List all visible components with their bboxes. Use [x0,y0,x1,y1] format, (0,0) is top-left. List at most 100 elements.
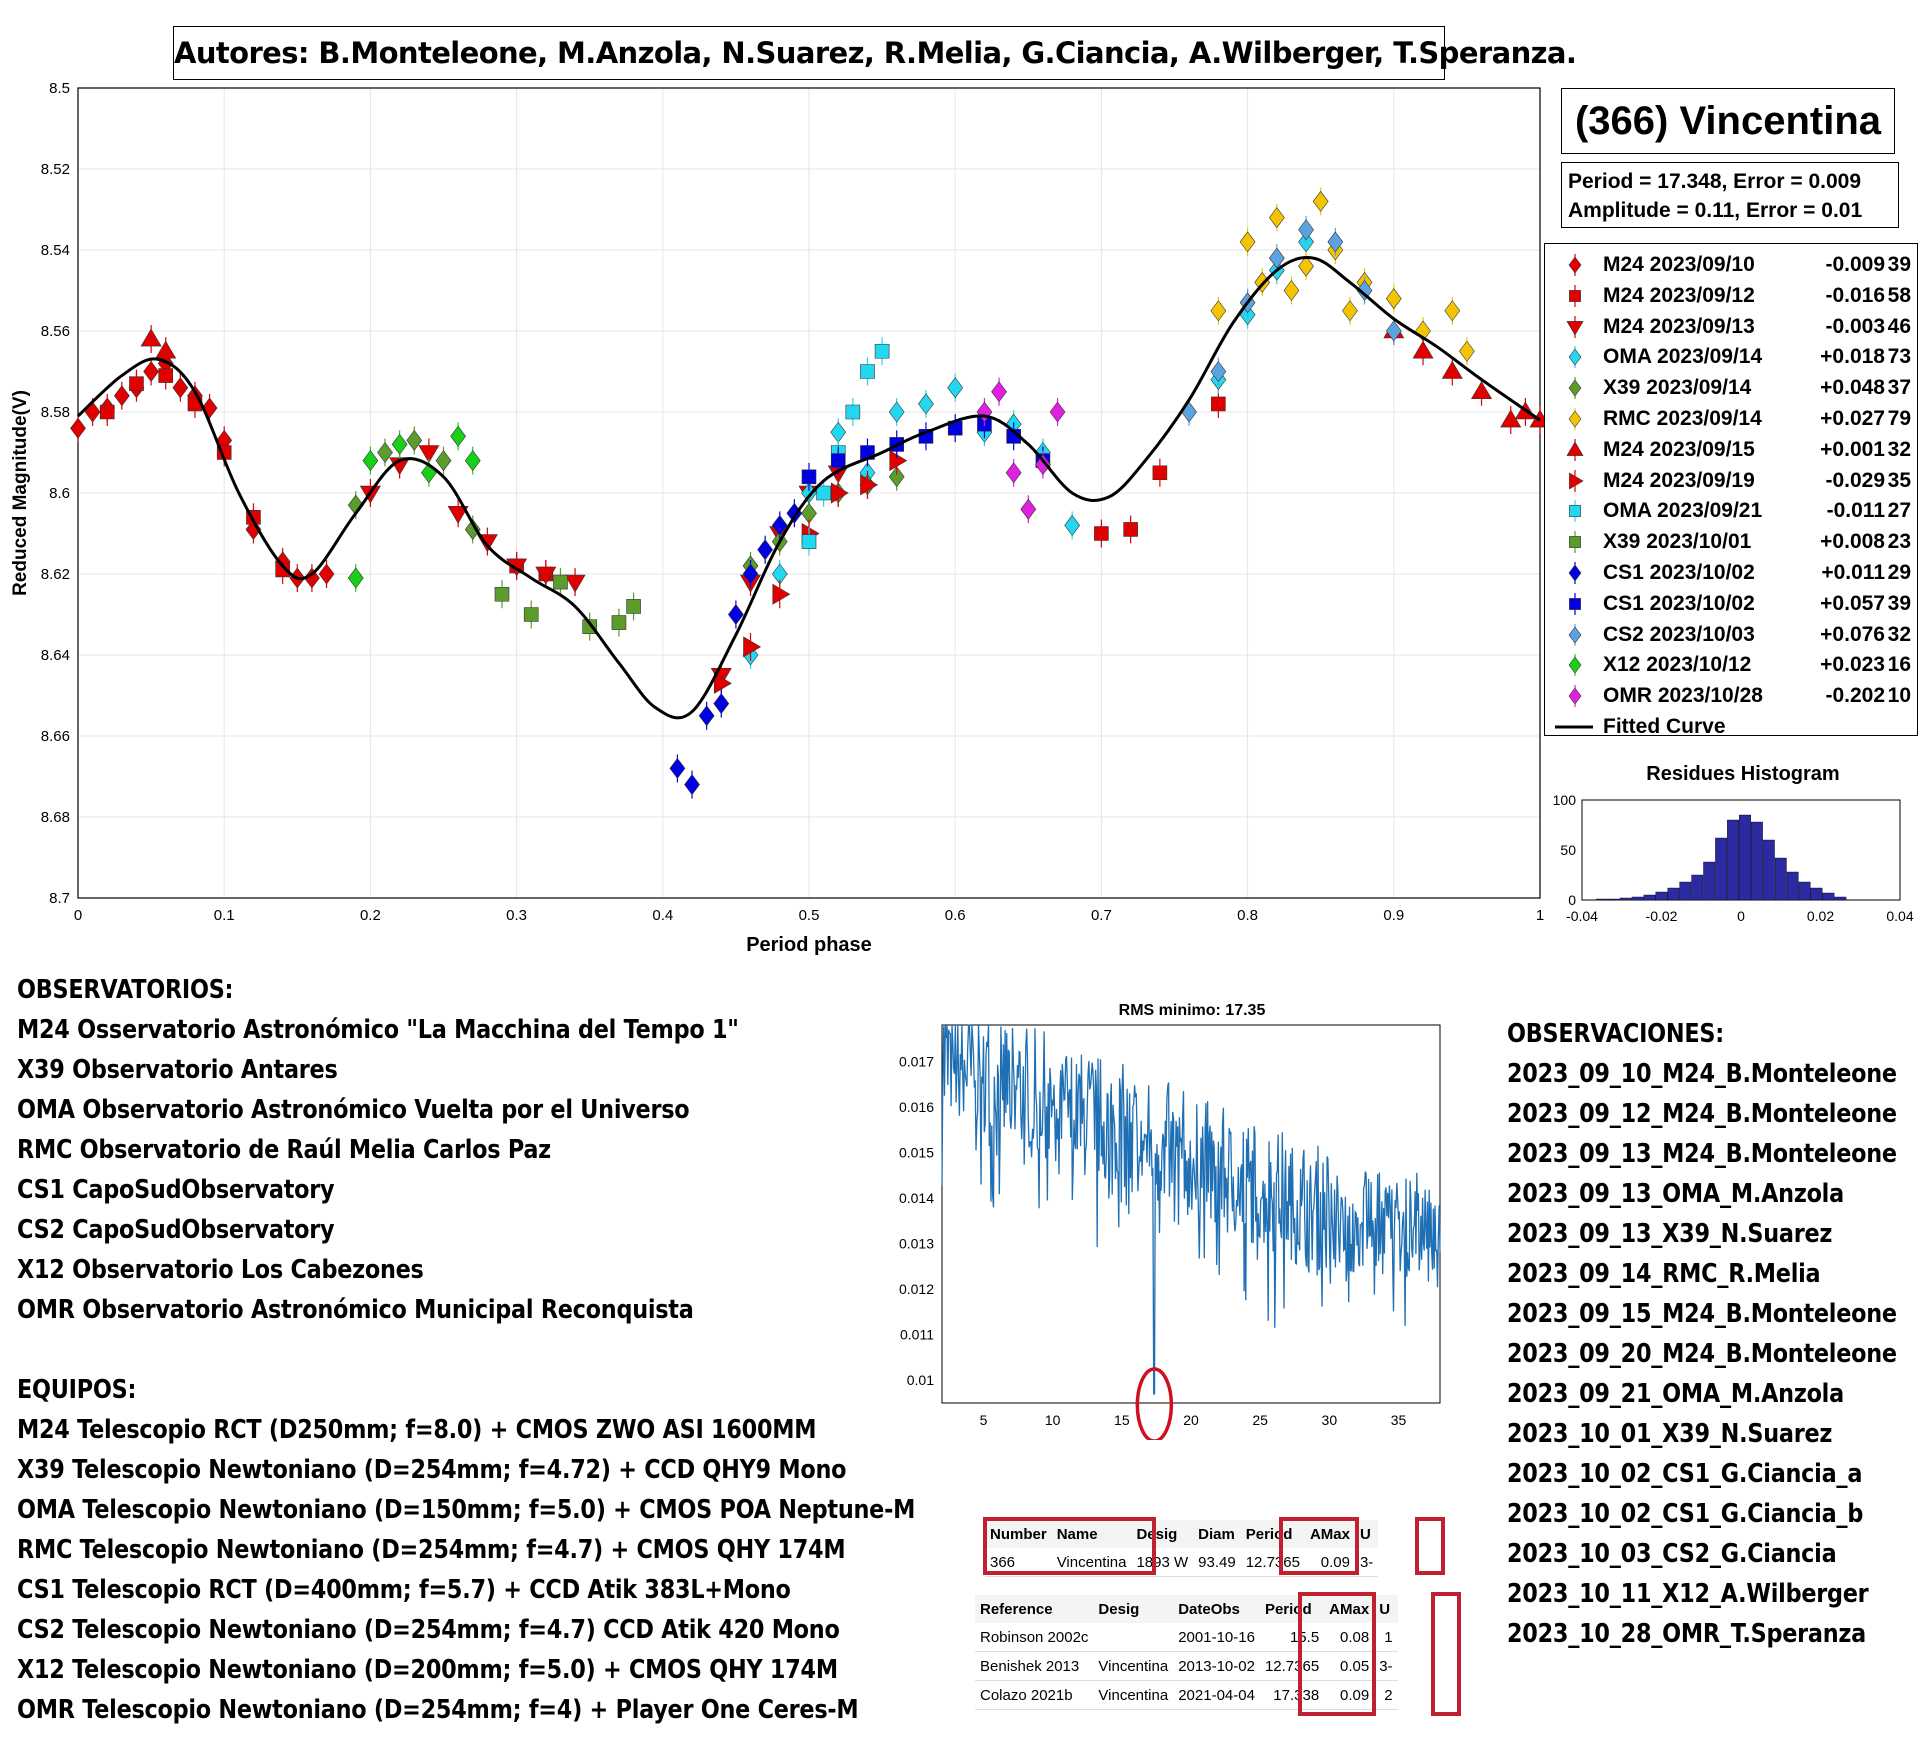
data-point [447,505,469,524]
legend-n: 29 [1887,561,1911,584]
histogram-ticks: -0.04 -0.02 0 0.02 0.04 0 50 100 [1553,792,1914,924]
x-tick-label: 0.7 [1091,907,1112,924]
table-row: Benishek 2013 Vincentina 2013-10-02 12.7365… [975,1651,1398,1681]
legend-marker-icon [1563,376,1587,400]
observatorio-item: OMA Observatorio Astronómico Vuelta por … [17,1095,690,1125]
histogram-bar [1595,898,1608,901]
legend-date: X39 2023/10/01 [1603,530,1752,554]
data-point [830,482,849,504]
data-point [275,562,290,578]
data-point [860,474,879,496]
data-point [1412,340,1434,359]
rms-x-tick: 35 [1391,1412,1407,1428]
data-point [860,364,875,379]
legend-offset: +0.023 [1820,653,1885,677]
observatorio-item: M24 Osservatorio Astronómico "La Macchin… [17,1015,739,1045]
x-tick-label: 0.9 [1383,907,1404,924]
data-point [113,385,130,407]
legend-date: M24 2023/09/13 [1603,314,1755,338]
legend-marker-icon [1563,315,1587,339]
rms-y-tick: 0.016 [899,1099,934,1115]
observacion-item: 2023_09_12_M24_B.Monteleone [1507,1099,1897,1129]
table-header: DateObs [1173,1595,1260,1623]
legend-offset: +0.057 [1820,591,1885,615]
data-point [1459,340,1475,362]
histogram-bar [1643,894,1656,901]
data-point [626,599,641,614]
data-point [1298,255,1314,277]
hist-x-tick: -0.02 [1646,908,1678,924]
table-header: Number [985,1520,1052,1548]
legend-offset: +0.027 [1820,407,1885,430]
observatorio-item: OMR Observatorio Astronómico Municipal R… [17,1295,694,1325]
legend-offset: -0.202 [1825,684,1885,708]
data-point [1385,320,1402,342]
y-tick-label: 8.5 [49,80,70,97]
chart-legend: M24 2023/09/10 -0.009 39 M24 2023/09/12 -0.0… [1544,243,1918,739]
legend-n: 32 [1887,622,1911,646]
data-point [947,377,964,399]
table-cell: Robinson 2002c [975,1623,1094,1652]
table-header: Diam [1193,1520,1241,1548]
data-point [1005,462,1022,484]
equipo-item: OMR Telescopio Newtoniano (D=254mm; f=4)… [17,1695,859,1725]
data-point [1210,300,1227,322]
table-cell: Benishek 2013 [975,1651,1094,1681]
hist-x-tick: 0 [1737,908,1745,924]
legend-marker-icon [1563,592,1587,616]
histogram-bar [1631,896,1644,901]
hist-x-tick: 0.02 [1807,908,1834,924]
data-point [140,328,162,347]
data-point [830,453,846,468]
observacion-item: 2023_09_13_M24_B.Monteleone [1507,1139,1897,1169]
legend-marker-icon [1563,469,1587,493]
series-8 [801,337,890,556]
periodogram-title: RMS minimo: 17.35 [1119,1002,1266,1019]
legend-date: OMR 2023/10/28 [1603,684,1763,708]
data-point [1181,401,1197,423]
data-point [464,518,481,540]
data-point [155,340,177,359]
table-cell: 17.338 [1259,1680,1325,1710]
table-cell: 15.5 [1259,1623,1325,1652]
x-tick-label: 0.8 [1237,907,1258,924]
x-tick-label: 0.6 [945,907,966,924]
lightcurve-chart: 0 0.1 0.2 0.3 0.4 0.5 0.6 0.7 0.8 0.9 1 8.5 8.52 8.54… [10,80,1545,956]
table-cell: 1 [1374,1623,1398,1652]
legend-entry: M24 2023/09/13 -0.003 46 [1545,312,1917,342]
legend-entry: OMA 2023/09/21 -0.011 27 [1545,496,1917,526]
residues-histogram: Residues Histogram -0.04 -0.02 0 0.02 0.04 0 5… [1553,763,1914,924]
legend-offset: +0.008 [1820,530,1885,554]
equipo-item: CS2 Telescopio Newtoniano (D=254mm; f=4.… [17,1615,840,1645]
legend-marker-icon [1555,715,1593,739]
equipo-item: RMC Telescopio Newtoniano (D=254mm; f=4.… [17,1535,846,1565]
hist-x-tick: 0.04 [1886,908,1913,924]
legend-date: Fitted Curve [1603,715,1726,738]
legend-n: 39 [1887,253,1911,276]
highlight-u [1415,1517,1445,1575]
x-tick-label: 0.2 [360,907,381,924]
data-point [991,381,1007,403]
equipo-item: M24 Telescopio RCT (D250mm; f=8.0) + CMO… [17,1415,817,1445]
series-3 [742,227,1314,669]
equipo-item: X39 Telescopio Newtoniano (D=254mm; f=4.… [17,1455,847,1485]
observacion-item: 2023_10_03_CS2_G.Ciancia [1507,1539,1837,1569]
legend-offset: -0.011 [1826,499,1885,523]
legend-marker-icon [1563,623,1587,647]
rms-x-tick: 25 [1252,1412,1268,1428]
data-point [684,774,700,796]
data-point [172,377,189,399]
series-13 [347,422,481,593]
observacion-item: 2023_10_28_OMR_T.Speranza [1507,1619,1866,1649]
data-point [129,376,144,391]
data-point [1210,361,1227,382]
observatorio-item: X39 Observatorio Antares [17,1055,338,1085]
data-point [464,450,481,472]
fit-stats-box: Period = 17.348, Error = 0.009 Amplitude… [1561,162,1899,228]
legend-date: OMA 2023/09/21 [1603,499,1763,523]
table-cell: 3- [1374,1651,1398,1681]
observacion-item: 2023_09_13_OMA_M.Anzola [1507,1179,1844,1209]
data-point [158,368,174,383]
legend-offset: -0.029 [1825,468,1885,492]
data-point [553,574,568,590]
